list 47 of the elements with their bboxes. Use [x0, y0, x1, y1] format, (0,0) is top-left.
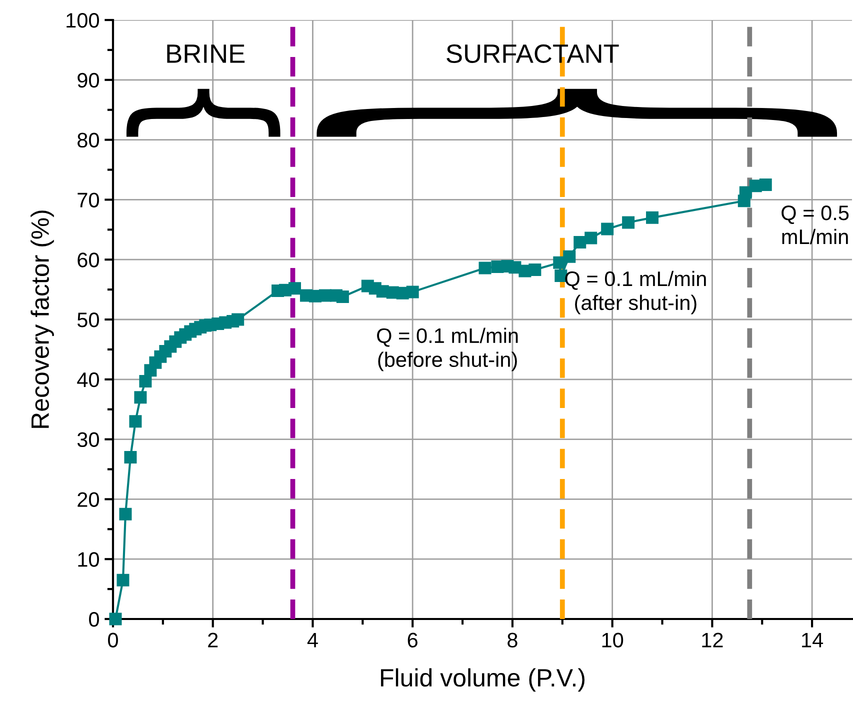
point [119, 508, 132, 520]
x-tick-label: 10 [602, 632, 624, 648]
point [478, 262, 492, 274]
x-tick-label: 8 [508, 632, 518, 648]
point [622, 216, 635, 229]
y-tick-label: 40 [77, 372, 99, 388]
annotation: Q = 0.1 mL/min (after shut-in) [565, 270, 706, 314]
point [139, 374, 152, 388]
point [134, 391, 147, 404]
point [574, 236, 586, 248]
annotation: Q = 0.5 mL/min [782, 206, 849, 244]
x-tick-label: 12 [702, 632, 723, 648]
y-tick-label: 90 [78, 72, 99, 88]
point [129, 415, 142, 428]
x-tick-label: 14 [802, 632, 824, 648]
y-tick-label: 20 [78, 492, 99, 507]
y-tick-label: 70 [78, 192, 99, 208]
y-tick-label: 0 [89, 612, 99, 627]
annotation: SURFACTANT [446, 44, 619, 64]
point [232, 313, 244, 326]
annotation: BRINE [167, 44, 245, 63]
point [584, 232, 598, 244]
x-tick-label: 4 [307, 632, 318, 648]
point [116, 574, 130, 586]
x-tick-label: 0 [108, 632, 118, 648]
point [528, 264, 542, 276]
x-tick-label: 2 [208, 632, 218, 648]
point [739, 186, 752, 199]
point [563, 250, 576, 263]
point [646, 211, 659, 224]
point [124, 451, 137, 464]
y-tick-label: 100 [66, 13, 99, 28]
y-tick-label: 30 [77, 432, 99, 448]
y-tick-label: 50 [77, 312, 99, 328]
point [553, 256, 566, 269]
y-tick-label: 60 [78, 252, 99, 268]
point [601, 222, 614, 236]
point [336, 290, 349, 303]
x-tick-label: 6 [408, 632, 418, 648]
y-tick-label: 10 [78, 552, 99, 567]
point [406, 286, 419, 298]
point [759, 178, 772, 191]
y-axis-title: Recovery factor (%) [30, 210, 54, 428]
annotation: Q = 0.1 mL/min (before shut-in) [377, 328, 518, 372]
y-tick-label: 80 [78, 132, 99, 148]
point [288, 282, 302, 295]
x-axis-title: Fluid volume (P.V.) [381, 668, 584, 692]
